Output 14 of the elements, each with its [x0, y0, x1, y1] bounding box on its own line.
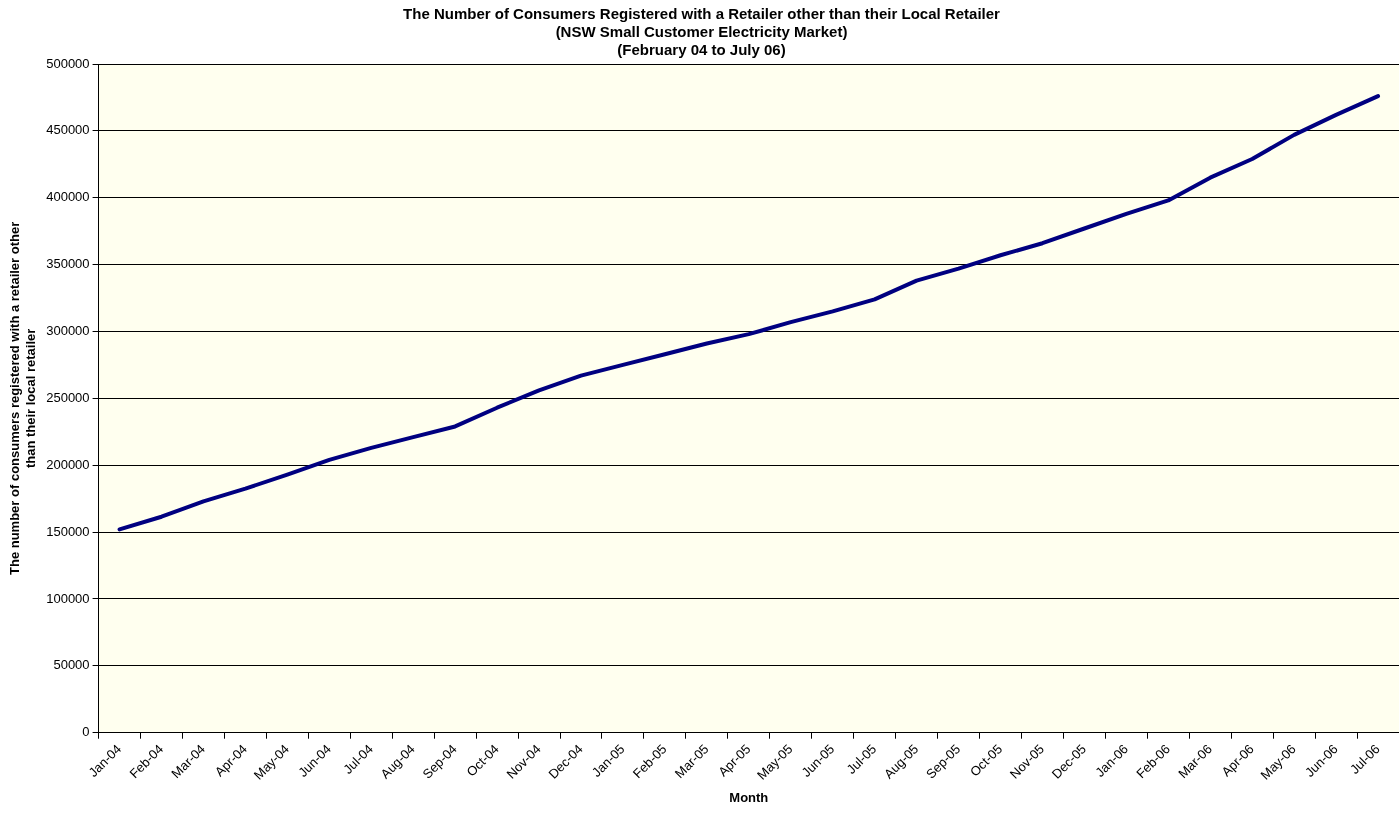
x-axis-title: Month [729, 789, 769, 805]
y-tick-label: 400000 [46, 189, 90, 205]
y-tick-label: 0 [82, 724, 90, 740]
y-tick-label: 350000 [46, 256, 90, 272]
y-tick-label: 450000 [46, 122, 90, 138]
chart-title: The Number of Consumers Registered with a Retailer other than their Local Retailer (NSW Small Customer Electricity Market) (February 04 to July 06) [403, 5, 1001, 59]
y-tick-label: 50000 [53, 657, 90, 673]
y-tick-label: 300000 [46, 323, 90, 339]
y-axis-title: The number of consumers registered with a retailer other than their local retailer [7, 221, 38, 575]
y-tick-label: 100000 [46, 590, 90, 606]
y-tick-label: 500000 [46, 55, 90, 71]
y-tick-label: 200000 [46, 456, 90, 472]
y-tick-label: 250000 [46, 389, 90, 405]
y-tick-label: 150000 [46, 523, 90, 539]
